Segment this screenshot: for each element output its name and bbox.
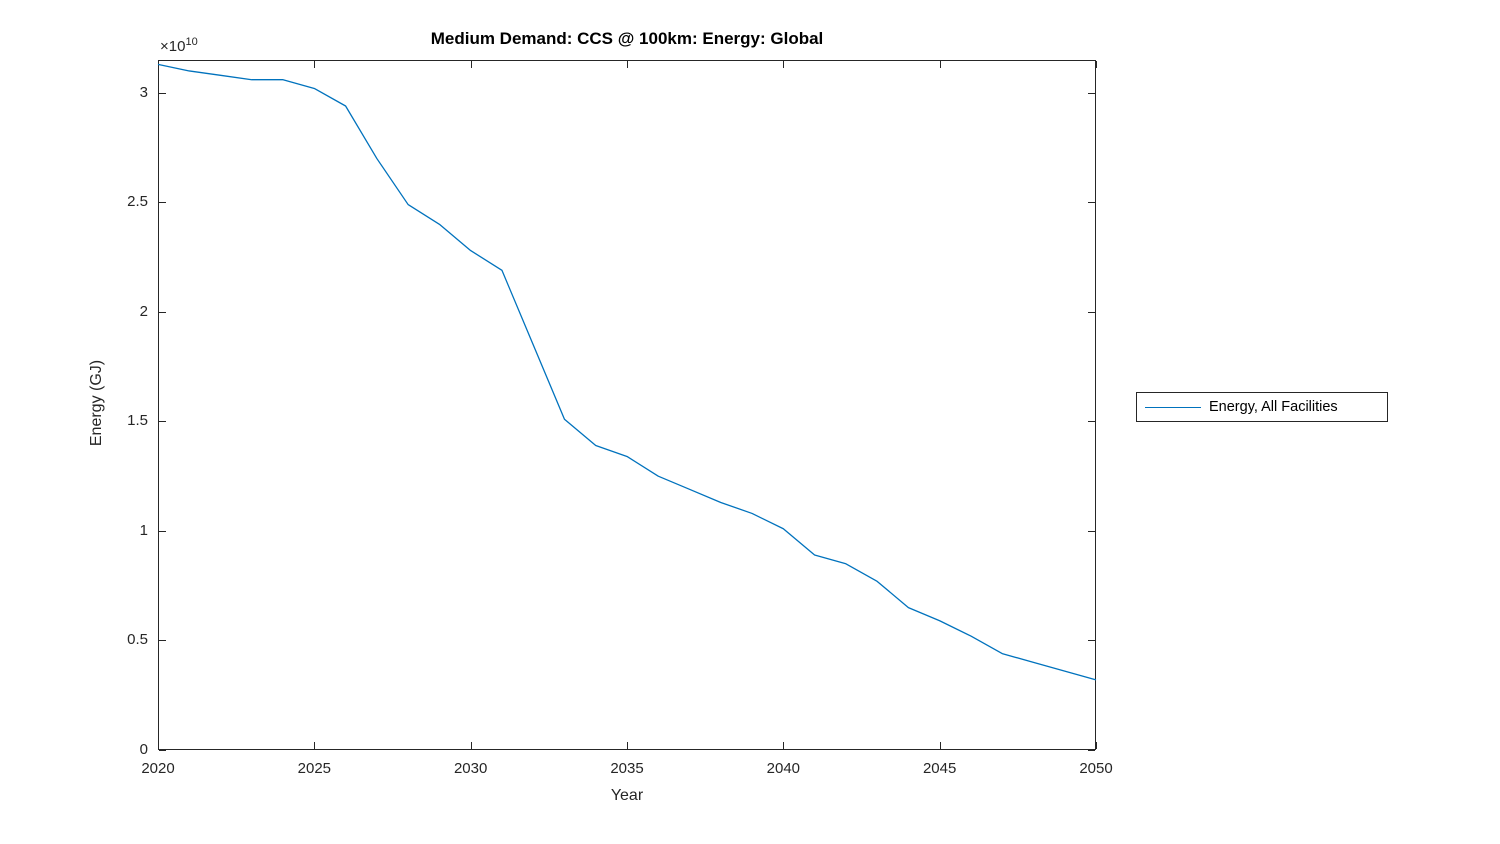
x-axis-tick-label: 2035 bbox=[610, 760, 644, 777]
axes-box bbox=[158, 60, 1096, 750]
x-axis-tick-label: 2030 bbox=[453, 760, 488, 777]
plot-area bbox=[157, 60, 1097, 751]
legend: Energy, All Facilities bbox=[1136, 392, 1388, 422]
y-axis-tick-label: 0 bbox=[139, 741, 148, 758]
y-axis-multiplier-exponent: 10 bbox=[185, 36, 198, 48]
chart-title: Medium Demand: CCS @ 100km: Energy: Glob… bbox=[430, 29, 824, 48]
y-axis-tick-label: 0.5 bbox=[127, 631, 148, 649]
y-axis-tick-label: 3 bbox=[139, 83, 148, 101]
legend-line-sample bbox=[1145, 406, 1201, 408]
x-axis-tick-label: 2020 bbox=[141, 760, 175, 777]
y-axis-tick-label: 1.5 bbox=[127, 412, 148, 430]
y-axis-multiplier: ×1010 bbox=[160, 36, 198, 55]
y-axis-label: Energy (GJ) bbox=[88, 359, 105, 447]
y-axis-multiplier-base: ×10 bbox=[160, 38, 186, 55]
data-series-line bbox=[157, 63, 1097, 681]
y-axis-tick-label: 1 bbox=[139, 521, 148, 539]
legend-label: Energy, All Facilities bbox=[1209, 399, 1338, 415]
y-axis-tick-label: 2.5 bbox=[127, 193, 148, 211]
x-axis-tick-label: 2050 bbox=[1079, 760, 1113, 777]
x-axis-tick-label: 2025 bbox=[297, 760, 332, 777]
x-axis-label: Year bbox=[610, 787, 644, 804]
x-axis-tick-label: 2040 bbox=[766, 760, 801, 777]
y-axis-tick-label: 2 bbox=[139, 302, 148, 320]
x-axis-tick-label: 2045 bbox=[922, 760, 957, 777]
